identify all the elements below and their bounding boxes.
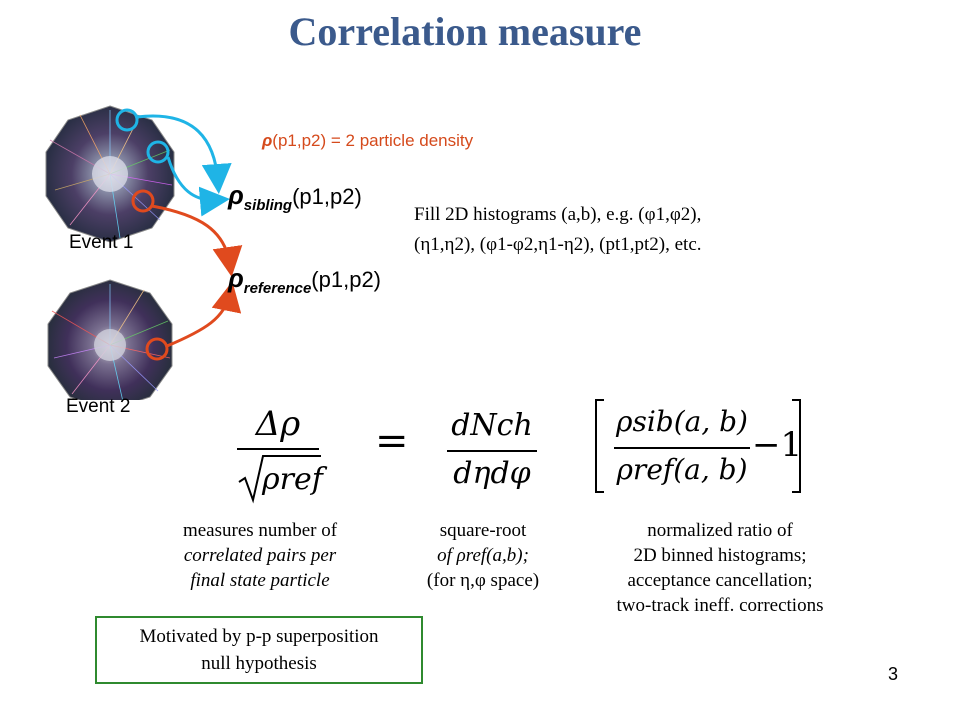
fill-histograms-text: Fill 2D histograms (a,b), e.g. (φ1,φ2), …	[414, 200, 702, 260]
track-circle-red-2	[145, 337, 169, 361]
motivation-line1: Motivated by p-p superposition	[139, 626, 379, 647]
desc-middle-line2: of ρref(a,b);	[437, 545, 529, 566]
page-title: Correlation measure	[288, 9, 642, 54]
rho-reference-sub: reference	[243, 280, 312, 297]
eq-equals: =	[375, 418, 409, 464]
eq-minus-one: −1	[752, 425, 803, 465]
track-circle-cyan-1	[115, 108, 139, 132]
track-circle-cyan-2	[146, 140, 170, 164]
motivation-line2: null hypothesis	[201, 653, 317, 674]
desc-left-line2: correlated pairs per	[183, 545, 337, 566]
desc-right-line3: acceptance cancellation;	[627, 570, 813, 591]
eq-mid-denominator: dηdφ	[453, 456, 531, 491]
desc-right-line1: normalized ratio of	[647, 520, 793, 541]
fill-text-line1: Fill 2D histograms (a,b), e.g. (φ1,φ2),	[414, 204, 702, 225]
track-circle-red-1	[131, 189, 155, 213]
description-middle: square-root of ρref(a,b); (for η,φ space…	[398, 518, 568, 593]
page-number: 3	[888, 664, 899, 684]
eq-mid-numerator: dNch	[451, 408, 533, 443]
eq-rhs-numerator: ρsib(a, b)	[616, 405, 748, 438]
event1-label: Event 1	[69, 232, 134, 253]
rho-sibling-symbol: ρ	[228, 180, 244, 210]
desc-right-line4: two-track ineff. corrections	[616, 595, 824, 616]
desc-middle-line1: square-root	[439, 520, 527, 541]
arrow-red-2	[166, 281, 242, 348]
eq-lhs-denominator: ρref	[262, 462, 323, 497]
rho-sibling-sub: sibling	[243, 197, 293, 214]
eq-brackets	[595, 399, 801, 493]
motivation-box: Motivated by p-p superposition null hypo…	[95, 616, 423, 684]
eq-lhs-fraction-bar	[237, 448, 319, 450]
rho-sibling: ρsibling(p1,p2)	[228, 180, 362, 214]
rho-reference-args: (p1,p2)	[311, 267, 382, 292]
density-definition: ρ(p1,p2) = 2 particle density	[262, 131, 473, 151]
desc-left-line3: final state particle	[190, 570, 330, 591]
description-left: measures number of correlated pairs per …	[140, 518, 380, 593]
arrow-cyan-1	[136, 114, 232, 194]
description-right: normalized ratio of 2D binned histograms…	[575, 518, 865, 618]
eq-mid-fraction-bar	[447, 450, 537, 452]
event2-label: Event 2	[66, 396, 131, 417]
desc-right-line2: 2D binned histograms;	[633, 545, 807, 566]
eq-lhs-numerator: Δρ	[255, 404, 301, 444]
desc-left-line1: measures number of	[182, 520, 338, 541]
eq-sqrt-sign	[238, 455, 321, 504]
arrow-red-1	[151, 204, 243, 277]
density-rest: = 2 particle density	[326, 131, 474, 150]
desc-middle-line3: (for η,φ space)	[426, 570, 540, 591]
density-args: (p1,p2)	[272, 131, 327, 150]
arrow-cyan-2	[166, 156, 230, 217]
fill-text-line2: (η1,η2), (φ1-φ2,η1-η2), (pt1,pt2), etc.	[414, 234, 702, 255]
event2-image	[47, 279, 173, 400]
density-rho: ρ	[262, 131, 273, 150]
rho-sibling-args: (p1,p2)	[292, 184, 362, 209]
eq-rhs-denominator: ρref(a, b)	[616, 453, 748, 486]
rho-reference: ρreference(p1,p2)	[228, 263, 381, 297]
rho-reference-symbol: ρ	[228, 263, 244, 293]
eq-rhs-fraction-bar	[614, 447, 750, 449]
